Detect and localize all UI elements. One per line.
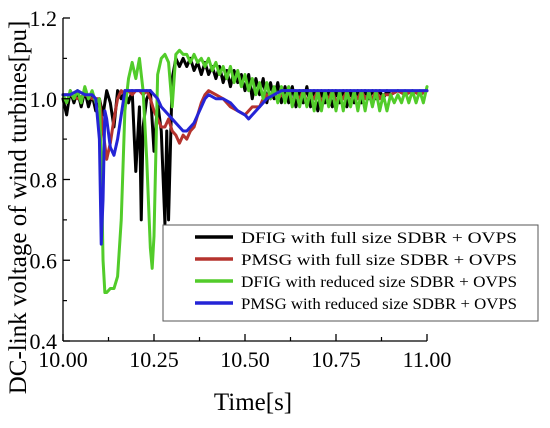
y-tick-label: 0.8 bbox=[30, 168, 58, 193]
y-tick-label: 0.6 bbox=[30, 248, 58, 273]
x-axis-label: Time[s] bbox=[214, 389, 292, 416]
legend-items: DFIG with full size SDBR + OVPS PMSG with… bbox=[195, 230, 517, 313]
x-tick-label: 10.00 bbox=[38, 347, 88, 372]
legend-label-3: DFIG with reduced size SDBR + OVPS bbox=[241, 274, 517, 291]
series-layer bbox=[61, 48, 429, 295]
legend-label-1: DFIG with full size SDBR + OVPS bbox=[241, 230, 517, 247]
x-tick-label: 10.50 bbox=[220, 347, 270, 372]
legend-label-4: PMSG with reduced size SDBR + OVPS bbox=[241, 296, 517, 313]
x-tick-label: 11.00 bbox=[403, 347, 452, 372]
y-tick-label: 1.0 bbox=[30, 87, 58, 112]
y-tick-label: 0.4 bbox=[30, 329, 58, 354]
series-line-3 bbox=[61, 48, 429, 295]
series-line-4 bbox=[61, 89, 429, 246]
legend-label-2: PMSG with full size SDBR + OVPS bbox=[241, 252, 517, 269]
x-tick-label: 10.25 bbox=[129, 347, 179, 372]
tick-layer: 10.00 10.25 10.50 10.75 11.00 0.4 0.6 0.8 1.0 1.2 bbox=[30, 6, 452, 372]
y-axis-label: DC-link voltage of wind turbines[pu] bbox=[5, 21, 32, 395]
x-tick-label: 10.75 bbox=[311, 347, 361, 372]
legend-box bbox=[162, 224, 539, 322]
y-tick-label: 1.2 bbox=[30, 6, 58, 31]
legend: DFIG with full size SDBR + OVPS PMSG with… bbox=[162, 224, 539, 322]
